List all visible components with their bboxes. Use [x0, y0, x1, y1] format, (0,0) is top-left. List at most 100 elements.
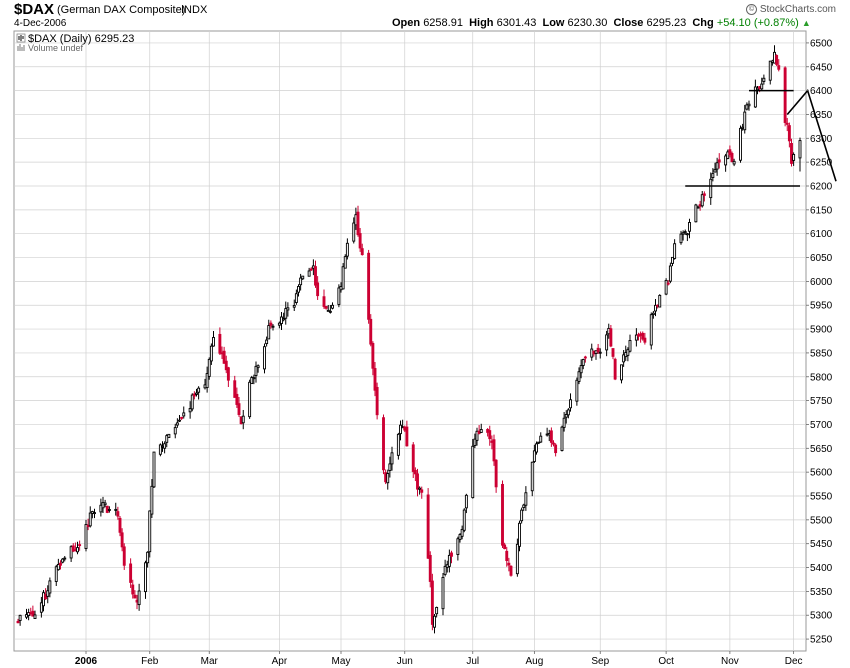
candle-up — [658, 294, 662, 308]
candle-down — [222, 350, 226, 364]
candle-down — [503, 544, 507, 550]
candle-up — [18, 614, 22, 621]
y-tick-label: 5900 — [810, 325, 833, 336]
candle-up — [535, 443, 538, 453]
candle-up — [390, 452, 394, 465]
y-axis: 5250 5300 5350 5400 5450 5500 5550 5600 5650 5700… — [806, 38, 833, 646]
candle-up — [562, 417, 566, 428]
candle-up — [524, 492, 528, 506]
candle-up — [522, 504, 526, 508]
candle-down — [413, 469, 417, 475]
candle-down — [324, 305, 328, 309]
candle-up — [747, 103, 751, 107]
candle-down — [316, 282, 320, 297]
candle-up — [598, 351, 602, 354]
candle-down — [507, 562, 511, 566]
candle-up — [726, 151, 730, 159]
candle-up — [345, 242, 349, 257]
y-tick-label: 6100 — [810, 229, 833, 240]
candle-up — [473, 438, 477, 446]
candles — [16, 45, 802, 634]
candle-up — [326, 309, 330, 312]
candle-up — [46, 590, 50, 597]
candle-down — [218, 333, 222, 354]
quote-date: 4-Dec-2006 — [14, 18, 67, 29]
open-label: Open — [392, 17, 421, 29]
candle-up — [209, 345, 213, 362]
candle-down — [426, 494, 430, 559]
candle-legend-glyph — [18, 35, 24, 41]
candle-up — [190, 394, 194, 410]
candle-down — [382, 417, 385, 471]
candle-up — [175, 422, 179, 426]
x-tick-label: 2006 — [75, 656, 98, 667]
candle-up — [248, 381, 252, 418]
candle-down — [133, 594, 137, 599]
y-tick-label: 5350 — [810, 587, 833, 598]
candle-up — [515, 543, 519, 575]
candle-up — [441, 576, 445, 610]
candle-up — [69, 546, 73, 559]
candle-down — [367, 252, 371, 320]
y-tick-label: 5700 — [810, 420, 833, 431]
candle-up — [137, 590, 141, 606]
legend: $DAX (Daily) 6295.23 Volume undef — [16, 33, 134, 53]
candle-up — [579, 365, 583, 374]
candle-down — [116, 511, 120, 517]
symbol: $DAX — [14, 1, 55, 18]
candle-up — [284, 308, 288, 319]
candle-up — [101, 502, 105, 509]
candle-up — [42, 592, 45, 607]
candle-down — [494, 459, 498, 488]
candle-down — [309, 268, 313, 271]
candle-up — [277, 322, 281, 326]
candle-up — [760, 83, 764, 90]
x-tick-label: Nov — [721, 656, 739, 667]
open-value: 6258.91 — [423, 17, 463, 29]
candle-up — [33, 614, 37, 619]
close-value: 6295.23 — [646, 17, 687, 29]
candle-down — [730, 153, 734, 163]
candle-up — [768, 60, 772, 81]
x-tick-label: May — [332, 656, 351, 667]
candle-up — [762, 77, 766, 82]
candle-up — [56, 563, 60, 571]
candle-up — [399, 424, 402, 435]
candle-up — [671, 256, 674, 264]
x-tick-label: Jun — [397, 656, 413, 667]
x-tick-label: Jul — [466, 656, 479, 667]
candle-up — [560, 426, 564, 451]
brand[interactable]: © StockCharts.com — [746, 4, 836, 15]
candle-down — [775, 55, 779, 65]
y-tick-label: 6450 — [810, 62, 833, 73]
candle-up — [798, 140, 802, 159]
candle-down — [428, 554, 432, 582]
candle-up — [479, 429, 483, 433]
candle-up — [475, 430, 479, 441]
candle-up — [158, 444, 162, 455]
candle-down — [71, 545, 75, 552]
quote-summary: Open 6258.91 High 6301.43 Low 6230.30 Cl… — [392, 17, 811, 29]
candle-up — [626, 349, 630, 356]
candle-up — [286, 307, 290, 311]
candle-up — [282, 318, 286, 321]
x-tick-label: Apr — [272, 656, 288, 667]
candle-up — [622, 354, 626, 363]
candle-down — [643, 337, 647, 343]
candle-up — [337, 287, 341, 305]
y-tick-label: 6200 — [810, 182, 833, 193]
candle-down — [505, 550, 509, 561]
candle-down — [180, 416, 184, 419]
candle-down — [16, 620, 20, 624]
candle-up — [152, 451, 156, 488]
candle-up — [715, 162, 719, 170]
brand-text: StockCharts.com — [759, 4, 836, 16]
candle-up — [84, 524, 88, 549]
candle-up — [252, 377, 256, 380]
candle-up — [167, 433, 171, 439]
candle-up — [537, 441, 541, 444]
chg-label: Chg — [692, 17, 714, 29]
candle-down — [666, 282, 670, 285]
candle-up — [433, 615, 436, 628]
candle-up — [745, 104, 749, 110]
